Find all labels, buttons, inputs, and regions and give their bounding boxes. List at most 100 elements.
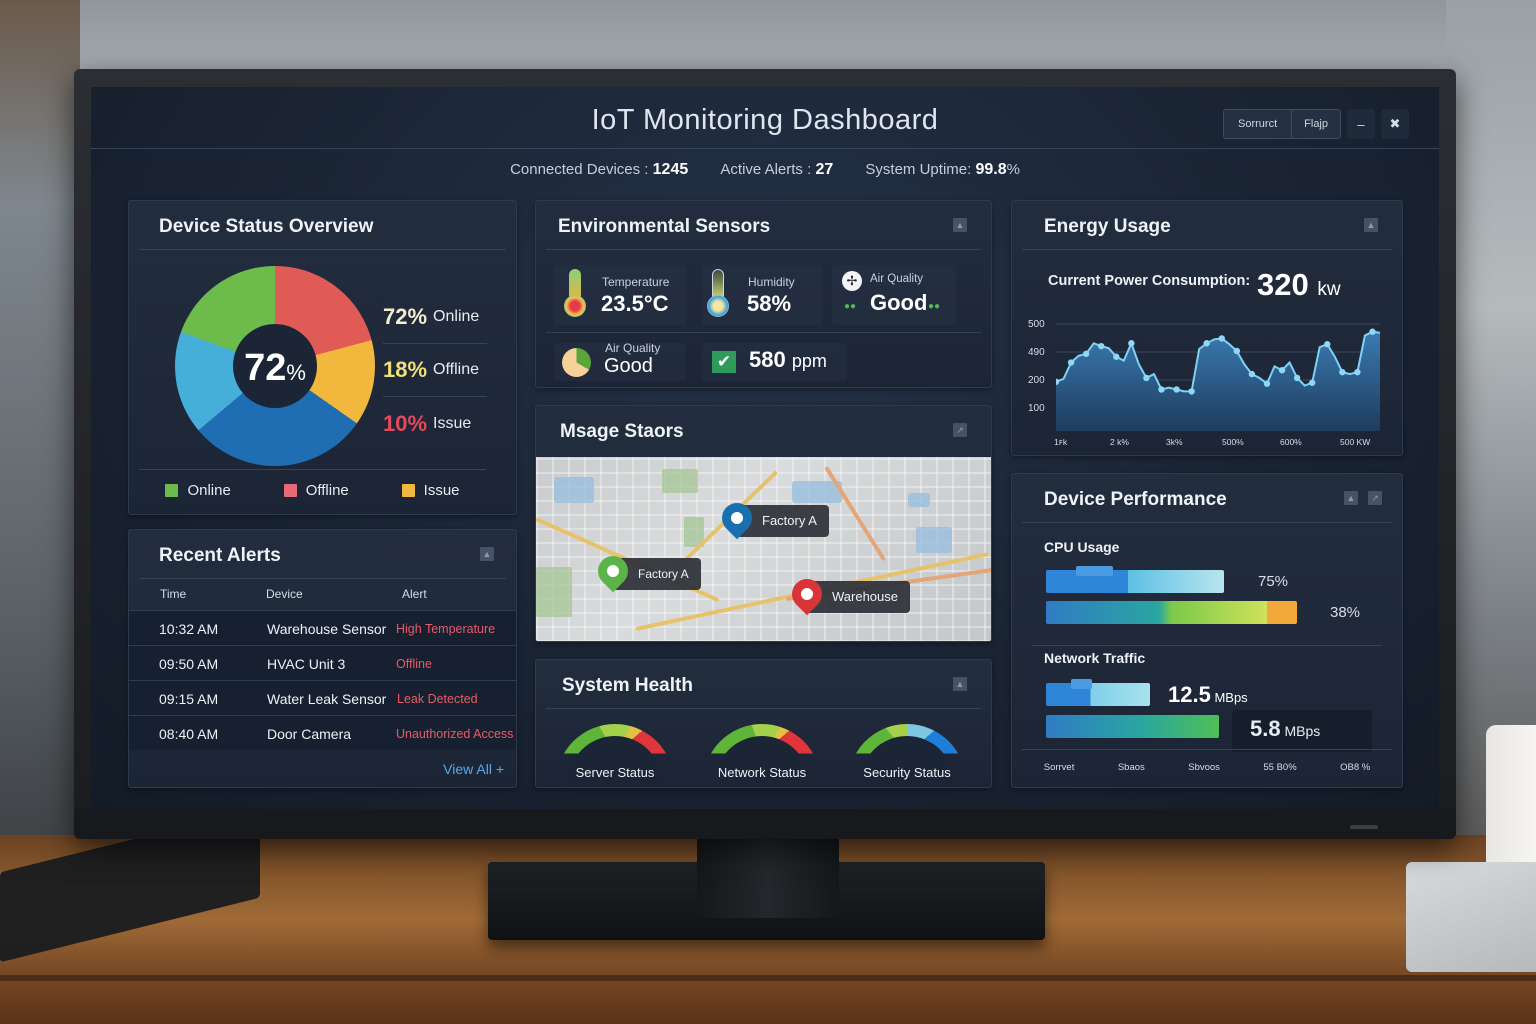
table-row[interactable]: 09:15 AM Water Leak Sensor Leak Detected bbox=[129, 680, 516, 715]
gauge-label: Server Status bbox=[575, 765, 655, 780]
button-group: Sorrurct Flajp bbox=[1223, 109, 1341, 139]
air-quality-value: Good bbox=[870, 290, 928, 315]
co2-value: 580 ppm bbox=[749, 347, 827, 372]
air-quality-sensor[interactable]: ✢ Air Quality ●● Good ●● bbox=[832, 265, 956, 325]
collapse-icon[interactable]: ▲ bbox=[953, 218, 967, 232]
thermometer-bulb-icon bbox=[564, 295, 586, 317]
network-traffic-label: Network Traffic bbox=[1044, 650, 1146, 666]
connected-devices-label: Connected Devices : bbox=[510, 161, 649, 178]
network-bar-1[interactable] bbox=[1046, 683, 1150, 706]
energy-value: 320 kw bbox=[1257, 267, 1341, 302]
alerts-table-header: Time Device Alert bbox=[129, 587, 516, 611]
network-value-2: 5.8 MBps bbox=[1250, 716, 1321, 741]
expand-icon[interactable]: ↗ bbox=[953, 423, 967, 437]
cpu-bar-handle[interactable] bbox=[1076, 566, 1113, 576]
air-quality-secondary[interactable]: Air Quality Good bbox=[554, 341, 686, 381]
divider bbox=[1032, 645, 1382, 646]
table-row[interactable]: 10:32 AM Warehouse Sensor High Temperature bbox=[129, 610, 516, 645]
legend-online[interactable]: Online bbox=[165, 482, 231, 499]
uptime-value: 99.8 bbox=[975, 161, 1007, 178]
map-panel: Msage Staors ↗ Factory A Factory A bbox=[535, 405, 992, 642]
device-performance-panel: Device Performance ▲ ↗ CPU Usage 75% 38%… bbox=[1011, 473, 1403, 788]
divider bbox=[1022, 249, 1392, 250]
panel-title: System Health bbox=[562, 675, 693, 696]
title-bar: IoT Monitoring Dashboard Sorrurct Flajp … bbox=[91, 87, 1439, 149]
active-alerts-value: 27 bbox=[815, 161, 834, 178]
legend-issue[interactable]: Issue bbox=[401, 482, 460, 499]
cpu-bar-2[interactable] bbox=[1046, 601, 1297, 624]
active-alerts-label: Active Alerts : bbox=[720, 161, 812, 178]
legend-swatch bbox=[401, 484, 415, 497]
collapse-icon[interactable]: ▲ bbox=[1364, 218, 1378, 232]
cpu-usage-label: CPU Usage bbox=[1044, 539, 1120, 555]
panel-title: Device Performance bbox=[1044, 489, 1227, 510]
temperature-sensor[interactable]: Temperature 23.5°C bbox=[554, 265, 686, 325]
donut-hole: 72% bbox=[233, 324, 317, 408]
cpu-bar-1[interactable] bbox=[1046, 570, 1224, 593]
toolbar-button-1[interactable]: Sorrurct bbox=[1238, 118, 1278, 130]
collapse-icon[interactable]: ▲ bbox=[953, 677, 967, 691]
humidity-bulb-icon bbox=[707, 295, 729, 317]
window-controls: Sorrurct Flajp – ✖ bbox=[1223, 109, 1409, 139]
air-quality-value-2: Good bbox=[604, 355, 653, 377]
network-bar-2[interactable] bbox=[1046, 715, 1219, 738]
divider bbox=[546, 249, 981, 250]
uptime-unit: % bbox=[1006, 161, 1020, 178]
co2-sensor[interactable]: ✔ 580 ppm bbox=[702, 343, 847, 381]
column-device[interactable]: Device bbox=[266, 587, 303, 601]
fan-icon: ✢ bbox=[842, 271, 862, 291]
recent-alerts-panel: Recent Alerts ▲ Time Device Alert 10:32 … bbox=[128, 529, 517, 788]
divider bbox=[546, 332, 981, 333]
gauge-label: Security Status bbox=[863, 765, 951, 780]
network-bar-handle[interactable] bbox=[1071, 679, 1092, 689]
check-icon: ✔ bbox=[712, 351, 736, 373]
column-time[interactable]: Time bbox=[160, 587, 187, 601]
column-alert[interactable]: Alert bbox=[402, 587, 427, 601]
divider bbox=[546, 708, 981, 709]
power-led bbox=[1350, 825, 1378, 829]
energy-usage-panel: Energy Usage ▲ Current Power Consumption… bbox=[1011, 200, 1403, 456]
minimize-icon[interactable]: – bbox=[1347, 109, 1375, 139]
chart-legend: Online Offline Issue bbox=[139, 469, 486, 499]
panel-title: Environmental Sensors bbox=[558, 216, 771, 237]
gauge-label: Network Status bbox=[717, 765, 807, 780]
divider bbox=[139, 578, 506, 579]
device-status-panel: Device Status Overview 72% 72% Online 18%… bbox=[128, 200, 517, 515]
temperature-value: 23.5°C bbox=[601, 291, 669, 316]
toolbar-button-2[interactable]: Flajp bbox=[1291, 110, 1340, 138]
thermometer-icon bbox=[569, 269, 581, 301]
view-all-link[interactable]: View All + bbox=[443, 761, 504, 777]
environmental-sensors-panel: Environmental Sensors ▲ Temperature 23.5… bbox=[535, 200, 992, 388]
device-status-donut-chart[interactable]: 72% bbox=[175, 266, 375, 466]
map-pin-label[interactable]: Warehouse bbox=[806, 581, 910, 613]
energy-area-chart[interactable]: 500 490 200 100 1ꜰk 2 k% 3k% 500% bbox=[1028, 319, 1388, 449]
collapse-icon[interactable]: ▲ bbox=[1344, 491, 1358, 505]
monitor: IoT Monitoring Dashboard Sorrurct Flajp … bbox=[74, 69, 1456, 839]
close-icon[interactable]: ✖ bbox=[1381, 109, 1409, 139]
monitor-stand-neck bbox=[697, 838, 839, 918]
panel-title: Device Status Overview bbox=[159, 216, 374, 237]
legend-swatch bbox=[283, 484, 297, 497]
leaf-icon: ●● bbox=[928, 301, 941, 312]
uptime-label: System Uptime: bbox=[865, 161, 972, 178]
humidity-sensor[interactable]: Humidity 58% bbox=[702, 265, 822, 325]
location-map[interactable]: Factory A Factory A Warehouse bbox=[536, 457, 991, 641]
status-row-online: 72% Online bbox=[383, 291, 487, 344]
table-row[interactable]: 08:40 AM Door Camera Unauthorized Access bbox=[129, 715, 516, 750]
collapse-icon[interactable]: ▲ bbox=[480, 547, 494, 561]
app-title: IoT Monitoring Dashboard bbox=[591, 104, 939, 136]
connected-devices-value: 1245 bbox=[652, 161, 689, 178]
energy-subtitle: Current Power Consumption: bbox=[1048, 273, 1251, 289]
system-health-panel: System Health ▲ Server Status Network St… bbox=[535, 659, 992, 788]
legend-swatch bbox=[165, 484, 179, 497]
dashboard-screen: IoT Monitoring Dashboard Sorrurct Flajp … bbox=[91, 87, 1439, 809]
monitor-chin bbox=[74, 809, 1456, 839]
table-row[interactable]: 09:50 AM HVAC Unit 3 Offline bbox=[129, 645, 516, 680]
divider bbox=[1022, 522, 1392, 523]
alerts-table-body: 10:32 AM Warehouse Sensor High Temperature… bbox=[129, 610, 516, 750]
humidity-value: 58% bbox=[747, 291, 792, 316]
donut-center-value: 72% bbox=[244, 347, 306, 389]
status-row-offline: 18% Offline bbox=[383, 344, 487, 397]
expand-icon[interactable]: ↗ bbox=[1368, 491, 1382, 505]
legend-offline[interactable]: Offline bbox=[283, 482, 349, 499]
